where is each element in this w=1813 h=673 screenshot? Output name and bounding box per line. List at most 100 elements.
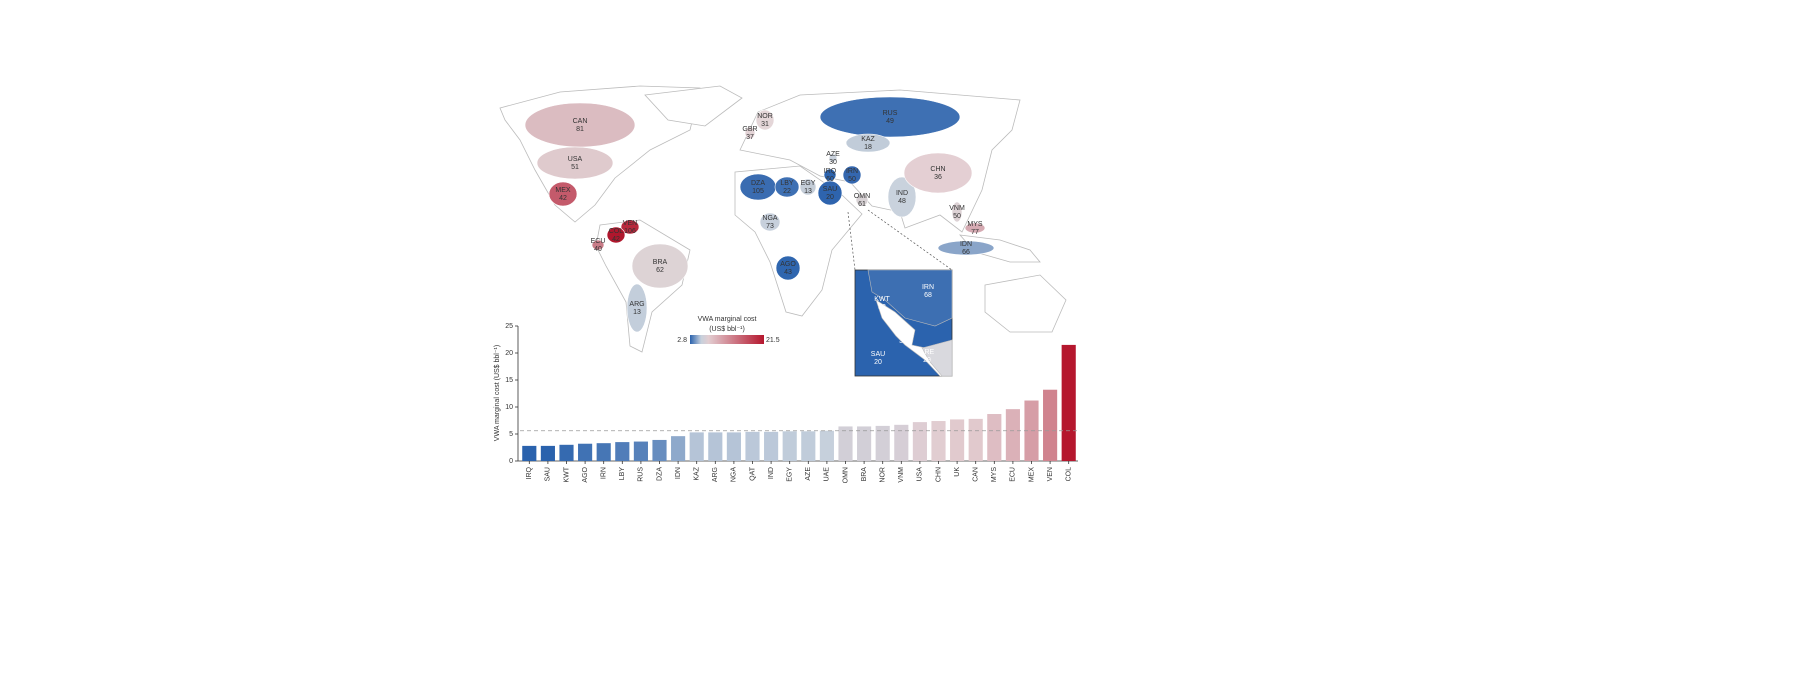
country-value: 50 [953,213,961,220]
bar [708,432,723,461]
bar [968,418,983,461]
y-axis-label: VWA marginal cost (US$ bbl⁻¹) [494,345,501,441]
country-value: 42 [559,195,567,202]
country-code: SAU [823,186,837,193]
bar [633,441,648,461]
bar [764,431,779,461]
country-region [775,255,801,281]
country-value: 51 [571,164,579,171]
country-region [606,226,626,244]
australia [984,274,1067,333]
country-value: 66 [962,249,970,256]
country-region [799,178,817,196]
country-code: CAN [573,118,588,125]
inset-code: QAT [896,330,911,337]
y-tick-label: 10 [505,404,513,411]
country-code: NGA [762,215,778,222]
bar [1005,409,1020,461]
country-code: LBY [780,180,794,187]
country-value: 37 [746,134,754,141]
country-value: 48 [898,198,906,205]
x-tick-label: MYS [991,467,998,483]
country-value: 61 [858,201,866,208]
country-regions [524,96,995,333]
x-tick-label: NGA [731,467,738,483]
x-tick-label: IDN [675,467,682,479]
bar [1043,389,1058,461]
country-code: BRA [653,259,668,266]
inset-code: IRN [922,284,934,291]
country-code: AZE [826,151,840,158]
map-labels: CAN81USA51MEX42VEN106COL42ECU40BRA62ARG1… [555,110,983,316]
country-region [964,222,986,234]
y-tick-label: 20 [505,350,513,357]
x-tick-label: COL [1066,467,1073,482]
bar [615,442,630,461]
x-tick-label: SAU [545,467,552,481]
colorbar-max: 21.5 [766,337,780,344]
country-value: 30 [829,159,837,166]
country-value: 81 [576,126,584,133]
country-region [842,165,862,185]
y-tick-label: 15 [505,377,513,384]
inset-iran [867,269,953,327]
greenland [644,85,743,127]
x-tick-label: LBY [619,467,626,481]
x-tick-label: NOR [880,467,887,483]
bar [987,414,1002,461]
inset-value: 35 [899,338,907,345]
country-region [937,240,995,256]
bar [857,426,872,461]
bar [801,431,816,461]
bar [726,432,741,461]
country-code: MEX [555,187,571,194]
country-region [759,212,781,232]
country-value: 62 [656,267,664,274]
x-tick-label: EGY [787,467,794,482]
x-tick-label: UAE [824,467,831,482]
country-code: MYS [967,221,983,228]
x-tick-label: KAZ [694,466,701,480]
country-code: IND [896,190,908,197]
country-code: VNM [949,205,965,212]
colorbar-title: VWA marginal cost [698,316,757,323]
country-code: CHN [930,166,945,173]
country-code: DZA [751,180,765,187]
country-region [828,153,838,163]
country-region [744,126,756,140]
bar [522,445,537,461]
bar [559,444,574,461]
country-code: OMN [854,193,870,200]
inset-pointer [867,209,953,271]
inset-code: ARE [920,349,935,356]
country-value: 20 [826,194,834,201]
country-code: USA [568,156,583,163]
country-value: 31 [761,121,769,128]
country-region [855,193,869,207]
inset-value: 68 [924,292,932,299]
country-value: 40 [594,246,602,253]
country-code: GBR [742,126,757,133]
country-region [536,146,614,180]
country-region [548,181,578,207]
x-tick-label: IRN [601,467,608,479]
country-code: ECU [591,238,606,245]
country-value: 105 [752,188,764,195]
country-value: 50 [848,176,856,183]
country-region [755,109,775,131]
country-value: 77 [971,229,979,236]
country-code: AGO [780,261,796,268]
country-value: 13 [633,309,641,316]
bar [745,431,760,461]
bar [912,422,927,461]
bar [782,431,797,461]
country-region [626,283,648,333]
inset-pointer [847,211,856,271]
x-tick-label: DZA [656,467,663,481]
colorbar-unit: (US$ bbl⁻¹) [709,326,745,333]
x-tick-label: CHN [935,467,942,482]
bar [1061,344,1076,461]
country-code: VEN [623,220,637,227]
